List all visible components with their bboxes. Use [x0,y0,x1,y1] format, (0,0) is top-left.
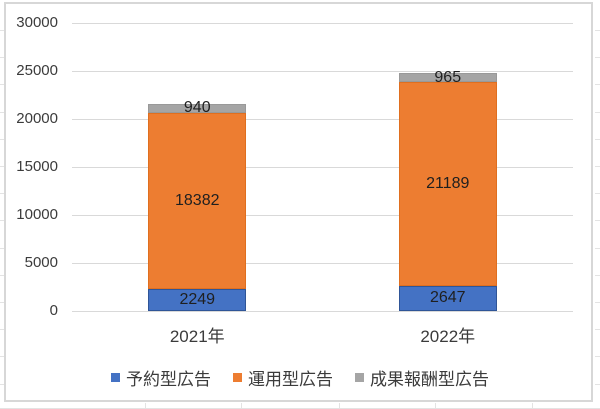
bar-segment[interactable] [398,72,497,83]
spreadsheet-gridline [595,166,600,167]
x-axis: 2021年 2022年 [0,326,600,350]
spreadsheet-gridline [595,139,600,140]
x-axis-label: 2022年 [420,327,476,346]
bar-segment[interactable] [148,103,247,113]
spreadsheet-gridline [0,329,4,330]
data-label: 940 [183,99,211,117]
spreadsheet-gridline [0,248,4,249]
spreadsheet-gridline [595,356,600,357]
gridline [72,118,573,120]
legend-item[interactable]: 予約型広告 [111,365,211,390]
spreadsheet-gridline [595,193,600,194]
y-axis-tick-label: 30000 [16,14,58,31]
spreadsheet-gridline [0,112,4,113]
legend-label: 成果報酬型広告 [370,369,489,389]
spreadsheet-gridline [595,275,600,276]
spreadsheet-gridline [595,30,600,31]
data-label: 18382 [175,192,220,210]
spreadsheet-gridline [595,384,600,385]
data-label: 2647 [429,289,466,307]
spreadsheet-gridline [0,220,4,221]
spreadsheet-gridline [595,302,600,303]
spreadsheet-gridline [595,112,600,113]
gridline [72,214,573,216]
spreadsheet-gridline [0,384,4,385]
gridline [72,166,573,168]
spreadsheet-gridline [0,166,4,167]
spreadsheet-gridline [0,356,4,357]
gridline [72,70,573,72]
bar-segment[interactable] [148,112,247,290]
spreadsheet-gridline [0,193,4,194]
bar-segment[interactable] [398,82,497,286]
legend-swatch-icon [111,372,120,382]
spreadsheet-gridline [0,139,4,140]
spreadsheet-gridline [0,30,4,31]
spreadsheet-gridline [0,275,4,276]
spreadsheet-gridline [532,403,533,409]
legend: 予約型広告 運用型広告 成果報酬型広告 [0,365,600,390]
spreadsheet-gridline [0,57,4,58]
y-axis-tick-label: 25000 [16,62,58,79]
spreadsheet-gridline [595,248,600,249]
legend-label: 運用型広告 [248,369,333,389]
spreadsheet-gridline [595,57,600,58]
spreadsheet-gridline [241,403,242,409]
spreadsheet-gridline [145,403,146,409]
y-axis-tick-label: 15000 [16,158,58,175]
data-label: 2249 [179,291,216,309]
spreadsheet-gridline [595,220,600,221]
gridline [72,262,573,264]
spreadsheet-gridline [0,302,4,303]
data-label: 21189 [426,174,470,192]
legend-label: 予約型広告 [126,369,211,389]
legend-swatch-icon [355,372,364,382]
gridline [72,22,573,24]
bar-segment[interactable] [148,289,247,311]
spreadsheet-gridline [595,84,600,85]
x-axis-label: 2021年 [169,327,225,346]
gridline [72,310,573,312]
plot-area: 2249 18382 940 2647 21189 965 [72,22,573,312]
spreadsheet-gridline [435,403,436,409]
spreadsheet-gridline [0,84,4,85]
data-label: 965 [434,68,462,86]
legend-item[interactable]: 運用型広告 [233,365,333,390]
bar-segment[interactable] [398,285,497,311]
spreadsheet-gridline [595,329,600,330]
y-axis-tick-label: 20000 [16,110,58,127]
legend-swatch-icon [233,372,242,382]
spreadsheet-gridline [339,403,340,409]
y-axis-tick-label: 0 [49,302,58,319]
y-axis-tick-label: 5000 [24,254,58,271]
y-axis-tick-label: 10000 [16,206,58,223]
legend-item[interactable]: 成果報酬型広告 [355,365,489,390]
